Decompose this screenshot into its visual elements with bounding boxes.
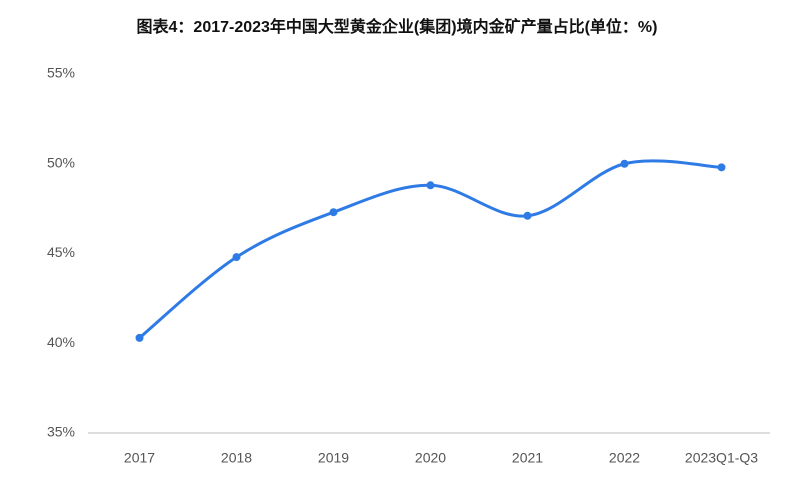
x-tick-label: 2022	[609, 450, 640, 466]
point	[426, 181, 435, 190]
y-tick-label: 40%	[47, 334, 75, 350]
point	[717, 163, 726, 172]
y-tick-label: 55%	[47, 65, 75, 81]
x-tick-label: 2018	[221, 450, 252, 466]
x-tick-label: 2019	[318, 450, 349, 466]
point	[329, 208, 338, 217]
point	[232, 253, 241, 262]
x-tick-label: 2017	[124, 450, 155, 466]
y-tick-label: 50%	[47, 154, 75, 170]
x-tick-label: 2021	[512, 450, 543, 466]
point	[523, 211, 532, 220]
x-tick-label: 2023Q1-Q3	[685, 450, 758, 466]
x-tick-label: 2020	[415, 450, 446, 466]
y-tick-label: 35%	[47, 424, 75, 440]
chart-title: 图表4：2017-2023年中国大型黄金企业(集团)境内金矿产量占比(单位：%)	[137, 17, 658, 36]
point	[135, 333, 144, 342]
y-tick-label: 45%	[47, 244, 75, 260]
point	[620, 159, 629, 168]
